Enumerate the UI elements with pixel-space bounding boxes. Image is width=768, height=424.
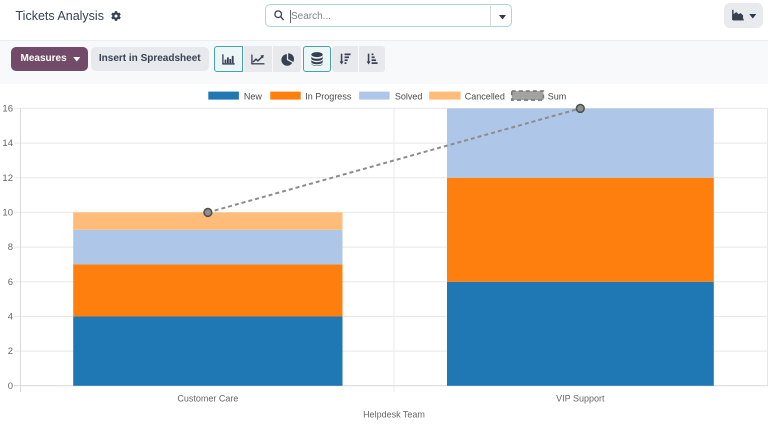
svg-text:Sum: Sum: [548, 92, 567, 102]
svg-text:4: 4: [8, 312, 13, 323]
svg-text:12: 12: [2, 173, 13, 184]
svg-text:8: 8: [8, 242, 13, 253]
svg-text:2: 2: [8, 346, 13, 357]
svg-text:6: 6: [8, 277, 13, 288]
svg-text:New: New: [244, 92, 263, 102]
svg-text:VIP Support: VIP Support: [556, 394, 605, 404]
svg-text:In Progress: In Progress: [305, 92, 352, 102]
svg-text:Cancelled: Cancelled: [465, 92, 505, 102]
svg-text:Solved: Solved: [395, 92, 423, 102]
svg-text:Customer Care: Customer Care: [177, 394, 238, 404]
svg-text:10: 10: [2, 207, 13, 218]
svg-text:16: 16: [2, 103, 13, 114]
svg-text:14: 14: [2, 138, 13, 149]
svg-text:Helpdesk Team: Helpdesk Team: [363, 410, 425, 420]
svg-text:0: 0: [8, 381, 13, 392]
